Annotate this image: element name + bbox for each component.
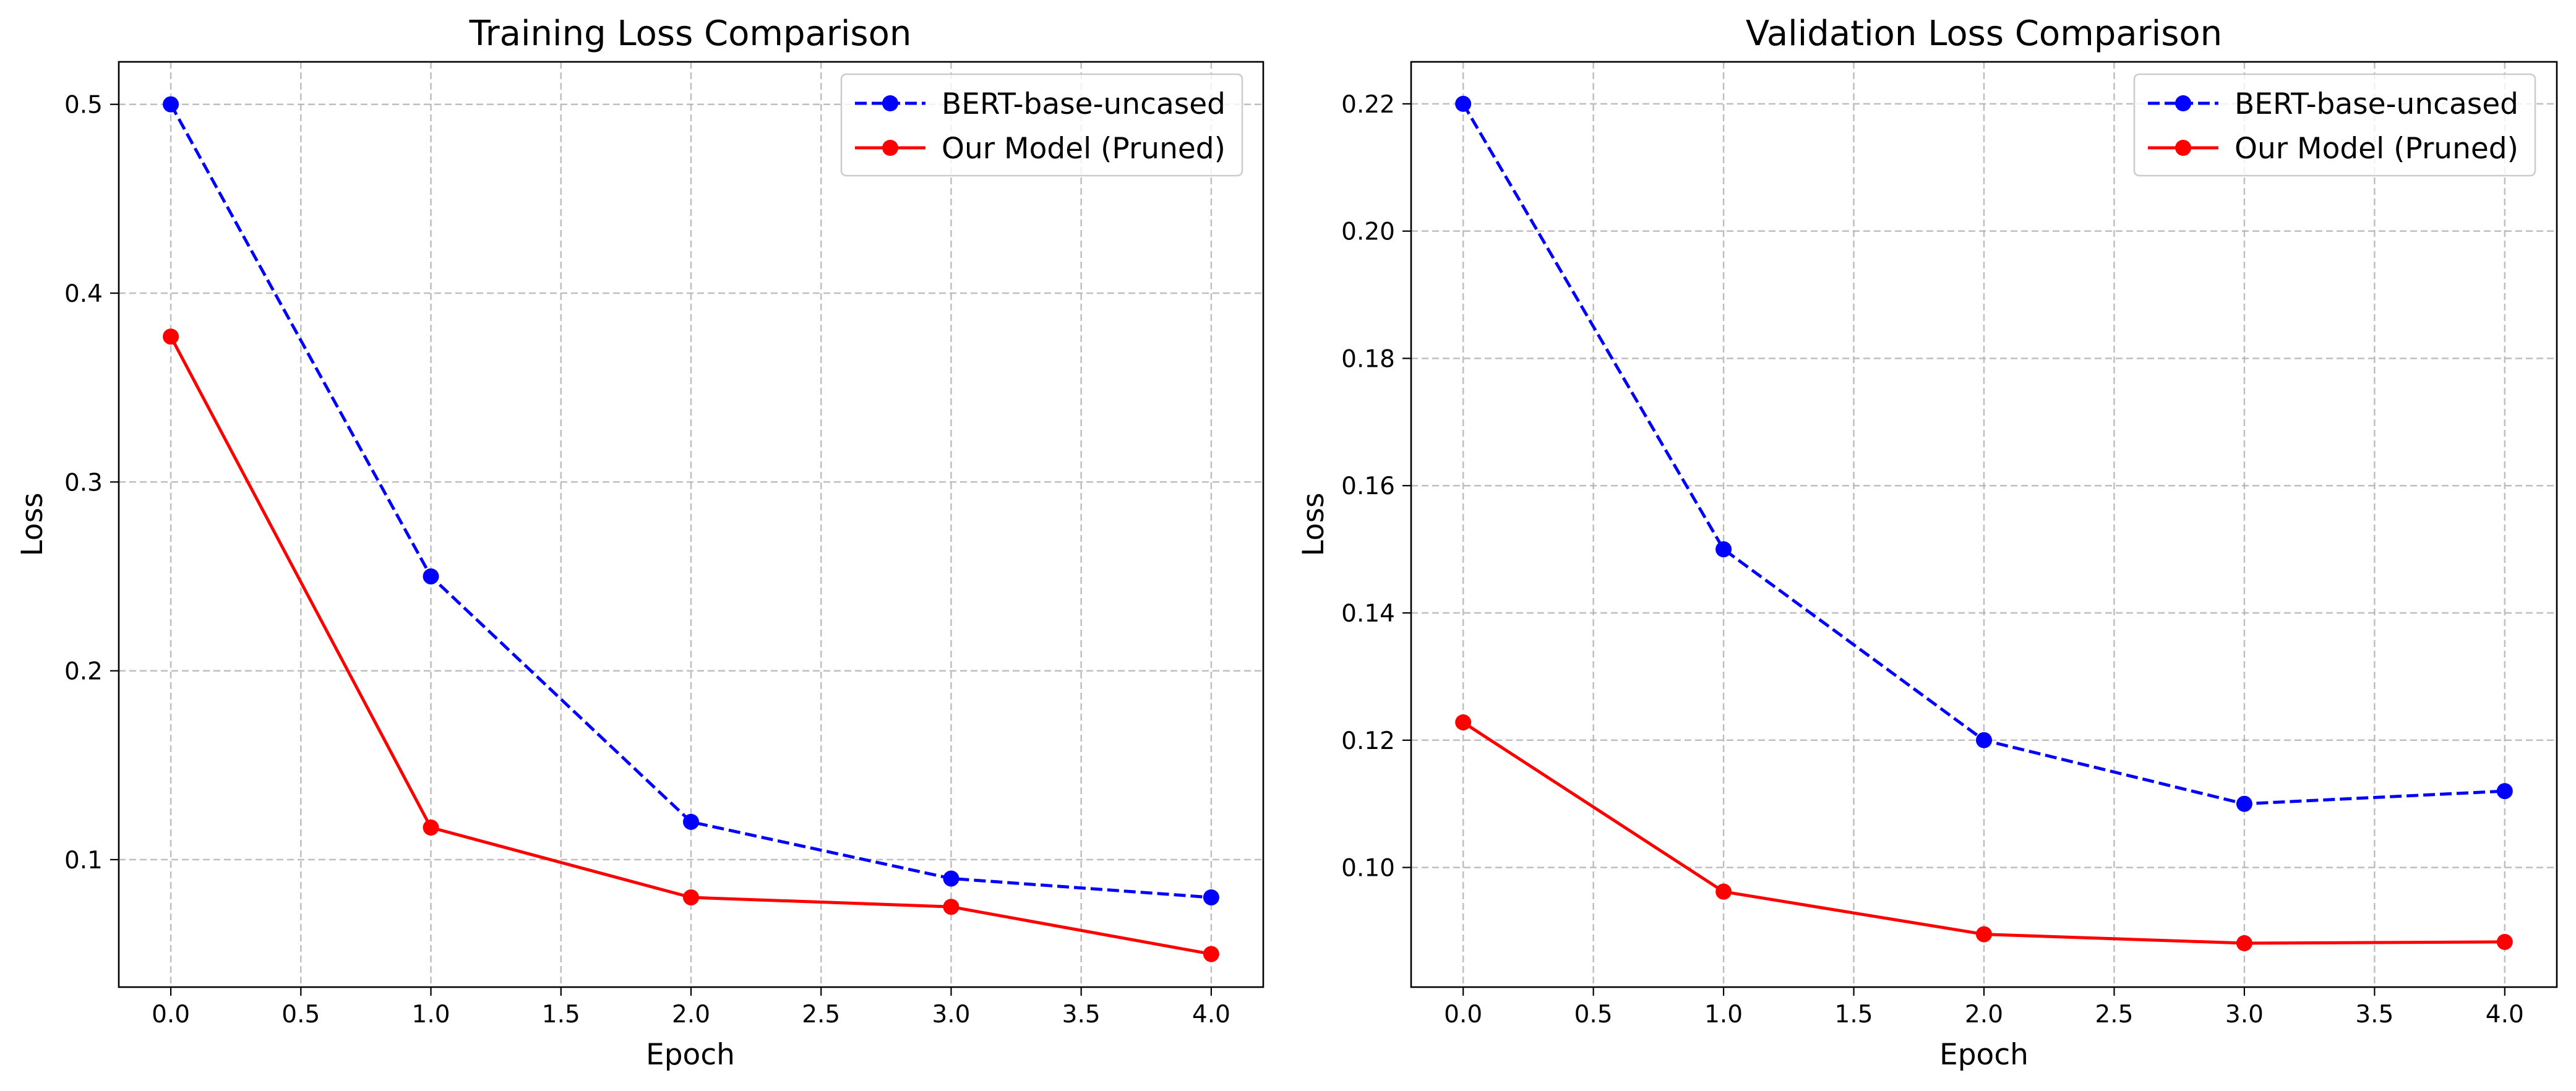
x-tick-label: 3.5 [1062,1001,1101,1029]
grid [1411,62,2557,987]
y-tick-label: 0.12 [1341,727,1395,755]
y-tick-label: 0.3 [64,469,103,497]
y-tick-label: 0.2 [64,658,103,686]
legend-box [2133,73,2536,177]
legend-marker [2175,95,2191,111]
legend-label: BERT-base-uncased [2235,87,2518,121]
plot-series [163,96,1219,962]
ticks: 0.0 0.5 1.0 1.5 2.0 2.5 3.0 3.5 4.0 0.10 0.12 0.14 0… [1341,91,2524,1029]
series-1 [1455,714,2513,952]
data-point [2236,795,2252,812]
y-axis-label: Loss [1297,492,1331,556]
y-tick-label: 0.16 [1341,473,1395,500]
x-tick-label: 4.0 [2486,1001,2524,1029]
data-point [1455,95,1472,112]
data-point [1976,732,1992,748]
data-point [1976,926,1992,943]
y-tick-label: 0.1 [64,847,103,875]
legend-marker [882,95,898,111]
data-point [1715,541,1732,558]
legend-entry: Our Model (Pruned) [2148,132,2518,166]
x-tick-label: 0.0 [1444,1001,1482,1029]
y-tick-label: 0.14 [1341,600,1395,628]
legend: BERT-base-uncased Our Model (Pruned) [840,73,1243,177]
x-tick-label: 1.5 [1835,1001,1873,1029]
x-tick-label: 3.0 [2225,1001,2264,1029]
plot-series [1455,95,2513,952]
series-0 [163,96,1219,905]
x-axis-label: Epoch [646,1038,735,1072]
y-tick-label: 0.20 [1341,218,1395,246]
y-tick-label: 0.22 [1341,91,1395,119]
y-tick-label: 0.18 [1341,345,1395,373]
x-axis-label: Epoch [1939,1038,2029,1072]
chart-title: Training Loss Comparison [469,14,912,54]
legend-entry: Our Model (Pruned) [855,132,1226,166]
data-point [1715,883,1732,900]
data-point [1455,714,1472,730]
data-point [1203,946,1219,962]
series-1 [163,328,1219,962]
x-tick-label: 1.0 [412,1001,450,1029]
x-tick-label: 0.5 [1574,1001,1613,1029]
x-tick-label: 0.5 [281,1001,320,1029]
x-tick-label: 2.5 [2095,1001,2133,1029]
legend-label: Our Model (Pruned) [2235,132,2518,166]
data-point [423,819,439,836]
x-tick-label: 3.5 [2355,1001,2394,1029]
y-tick-label: 0.4 [64,280,103,308]
x-tick-label: 3.0 [932,1001,970,1029]
x-tick-label: 2.0 [672,1001,710,1029]
ticks: 0.0 0.5 1.0 1.5 2.0 2.5 3.0 3.5 4.0 0.1 0.2 0.3 0.4 0… [64,92,1230,1029]
legend-marker [2175,140,2191,156]
x-tick-label: 2.0 [1965,1001,2003,1029]
legend-label: Our Model (Pruned) [942,132,1226,166]
data-point [943,870,960,887]
data-point [163,328,179,345]
x-tick-label: 1.0 [1704,1001,1743,1029]
legend-box [840,73,1243,177]
data-point [2236,935,2252,952]
legend-entry: BERT-base-uncased [2148,87,2518,121]
chart-title: Validation Loss Comparison [1746,14,2222,54]
legend: BERT-base-uncased Our Model (Pruned) [2133,73,2536,177]
x-tick-label: 4.0 [1192,1001,1230,1029]
legend-marker [882,140,898,156]
series-0 [1455,95,2513,812]
y-tick-label: 0.5 [64,92,103,119]
chart-validation-loss: Validation Loss Comparison 0.0 0.5 1.0 1.5 2… [1297,14,2558,1072]
y-axis-label: Loss [15,492,49,556]
y-tick-label: 0.10 [1341,855,1395,883]
legend-entry: BERT-base-uncased [855,87,1226,121]
x-tick-label: 1.5 [542,1001,580,1029]
data-point [943,899,960,915]
chart-training-loss: Training Loss Comparison 0.0 0.5 1.0 1.5 2.0… [15,14,1264,1072]
legend-label: BERT-base-uncased [942,87,1226,121]
data-point [423,568,439,584]
data-point [683,813,699,830]
x-tick-label: 0.0 [152,1001,190,1029]
data-point [2496,933,2513,950]
data-point [683,889,699,905]
data-point [2496,783,2513,800]
grid [119,62,1263,987]
x-tick-label: 2.5 [802,1001,840,1029]
data-point [1203,889,1219,905]
data-point [163,96,179,113]
